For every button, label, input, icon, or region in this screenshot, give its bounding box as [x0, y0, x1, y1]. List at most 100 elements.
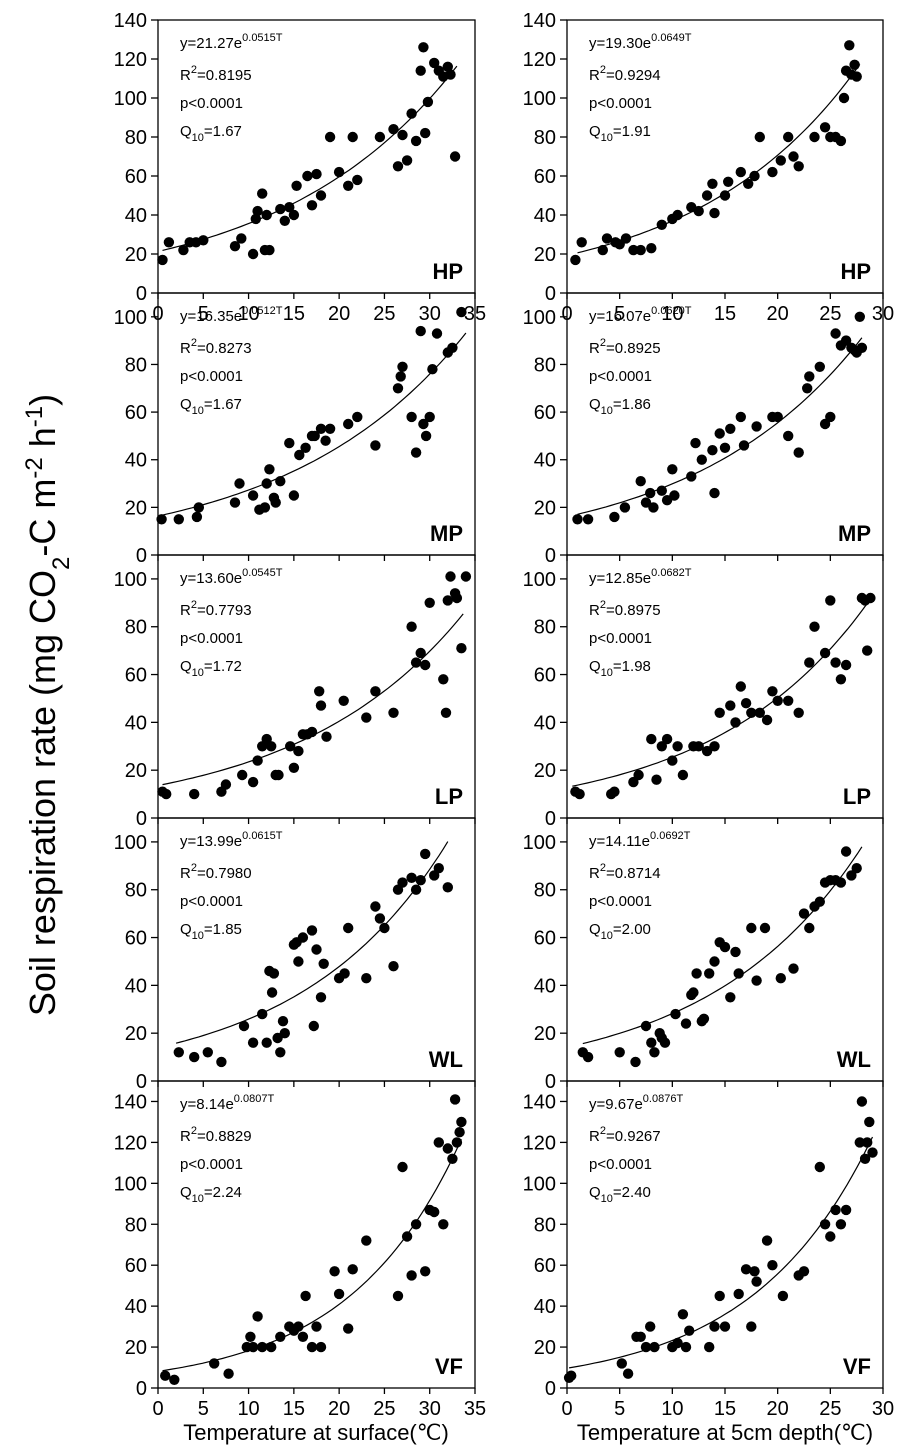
data-point [704, 968, 715, 979]
data-point [825, 595, 836, 606]
data-point [714, 428, 725, 439]
data-point [189, 1051, 200, 1063]
data-point [333, 1288, 345, 1300]
site-label: MP [430, 521, 463, 546]
data-point [306, 726, 318, 738]
data-point [447, 1153, 458, 1165]
data-point [709, 741, 720, 752]
data-point [343, 1323, 354, 1334]
data-point [783, 695, 794, 706]
x-tick-label: 20 [328, 303, 350, 325]
fit-equation-base: y=12.85e [589, 570, 651, 587]
r-squared-value: =0.8195 [197, 67, 252, 84]
data-point [849, 59, 860, 70]
data-point [157, 254, 168, 266]
data-point [656, 741, 667, 752]
data-point [725, 992, 736, 1003]
q10-subscript: 10 [192, 405, 204, 417]
data-point [245, 1331, 256, 1343]
data-point [659, 1037, 671, 1048]
data-point [431, 328, 443, 339]
data-point [379, 922, 390, 934]
data-point [640, 1341, 652, 1353]
site-label: MP [838, 521, 871, 546]
y-axis-title-text: Soil respiration rate (mg CO2-C m-2 h-1) [21, 394, 75, 1016]
data-point [202, 1047, 213, 1058]
data-point [859, 1153, 871, 1165]
p-value: p<0.0001 [589, 893, 652, 910]
data-point [819, 1219, 831, 1230]
x-tick-label: 20 [767, 1398, 789, 1420]
data-point [814, 361, 825, 372]
data-point [686, 471, 697, 482]
data-point [273, 769, 284, 781]
data-point [442, 882, 453, 893]
q10-label: Q [180, 1184, 192, 1201]
data-point [854, 1137, 865, 1148]
q10-label: Q [589, 396, 601, 413]
data-point [609, 786, 620, 797]
data-point [633, 769, 644, 781]
data-point [427, 364, 438, 375]
y-tick-label: 80 [125, 880, 147, 902]
r-squared-value: =0.9267 [606, 1128, 661, 1145]
data-point [709, 956, 720, 967]
data-point [740, 698, 752, 709]
q10-number: =1.72 [204, 658, 242, 675]
r-squared-label: R [589, 67, 600, 84]
y-tick-label: 20 [534, 760, 556, 782]
data-point [651, 774, 662, 785]
data-point [635, 476, 646, 487]
data-point [844, 40, 855, 51]
data-point [730, 946, 741, 958]
data-point [410, 447, 422, 458]
panel-frame [157, 19, 476, 294]
data-point [343, 418, 354, 430]
y-tick-label: 60 [125, 166, 147, 188]
data-point [835, 674, 847, 685]
x-tick-label: 5 [198, 303, 209, 325]
y-tick-label: 20 [534, 244, 556, 266]
data-point [751, 1276, 762, 1287]
r-squared: R2=0.7980 [180, 862, 252, 882]
fit-equation-base: y=13.99e [180, 833, 242, 850]
data-point [454, 1127, 465, 1138]
data-point [374, 913, 386, 924]
data-point [725, 700, 736, 711]
r-squared-value: =0.7793 [197, 602, 252, 619]
data-point [775, 155, 786, 166]
data-point [293, 1321, 304, 1332]
p-value: p<0.0001 [589, 95, 652, 112]
y-tick-label: 60 [125, 402, 147, 424]
data-point [825, 1231, 836, 1242]
data-point [406, 1270, 417, 1281]
q10-number: =1.86 [613, 396, 651, 413]
data-point [266, 987, 278, 998]
data-point [193, 502, 204, 513]
fit-equation-base: y=8.14e [180, 1096, 234, 1113]
x-tick-label: 25 [373, 303, 395, 325]
data-point [691, 968, 702, 979]
y-tick-label: 20 [125, 244, 147, 266]
data-point [798, 908, 810, 919]
fit-equation-base: y=14.11e [589, 833, 650, 850]
data-point [704, 1341, 715, 1353]
data-point [775, 973, 786, 984]
r-squared-label: R [180, 865, 191, 882]
data-point [247, 248, 259, 260]
data-point [343, 180, 354, 191]
data-point [576, 237, 587, 248]
data-point [238, 1020, 250, 1032]
y-tick-label: 100 [523, 307, 556, 329]
site-label: LP [435, 784, 463, 809]
data-point [693, 205, 704, 217]
q10-number: =1.98 [613, 658, 651, 675]
data-point [772, 695, 783, 706]
data-point [854, 311, 865, 322]
y-tick-label: 40 [125, 975, 147, 997]
data-point [261, 478, 272, 489]
y-tick-label: 60 [534, 1255, 556, 1277]
data-point [693, 741, 704, 752]
y-tick-label: 0 [136, 545, 147, 567]
